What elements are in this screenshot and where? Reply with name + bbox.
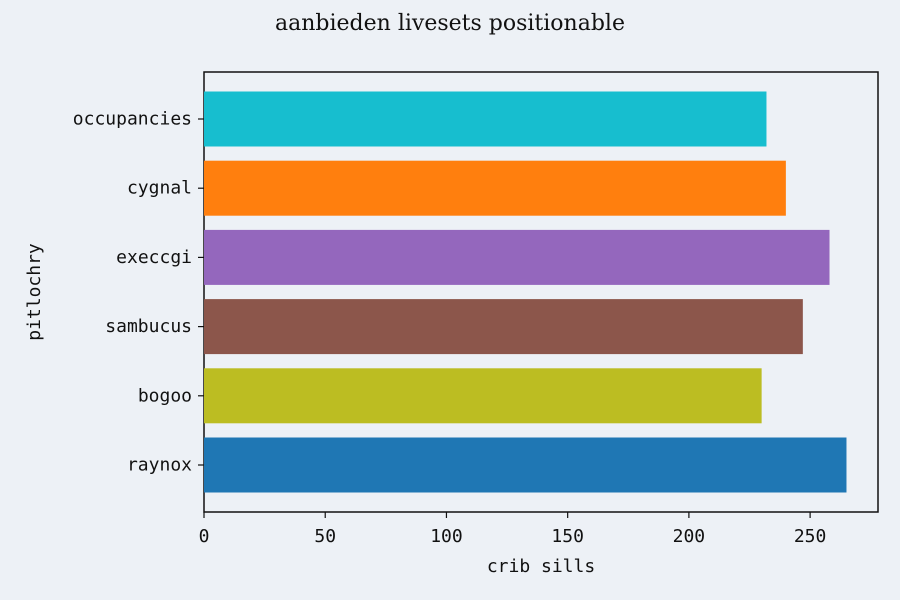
chart-title: aanbieden livesets positionable bbox=[275, 11, 625, 36]
y-tick-label: raynox bbox=[127, 455, 192, 476]
bar-execcgi bbox=[204, 229, 830, 285]
y-tick-label: sambucus bbox=[105, 316, 192, 337]
y-tick-label: cygnal bbox=[127, 178, 192, 199]
plot-area-frame bbox=[203, 71, 879, 513]
bar-occupancies bbox=[204, 91, 767, 147]
x-axis-label: crib sills bbox=[487, 556, 595, 577]
bar-sambucus bbox=[204, 299, 803, 355]
bars-group bbox=[204, 91, 847, 493]
y-tick-label: execcgi bbox=[116, 247, 192, 268]
y-tick-label: bogoo bbox=[138, 385, 192, 406]
bar-cygnal bbox=[204, 160, 786, 216]
bar-raynox bbox=[204, 437, 847, 493]
x-axis-ticks: 0 50 100 150 200 250 bbox=[199, 512, 827, 547]
x-tick-label: 50 bbox=[314, 526, 336, 547]
y-tick-label: occupancies bbox=[73, 109, 192, 130]
x-tick-label: 150 bbox=[551, 526, 584, 547]
bar-bogoo bbox=[204, 368, 762, 424]
y-axis-ticks: raynox bogoo sambucus execcgi cygnal occupanc… bbox=[73, 109, 204, 476]
y-axis-label: pitlochry bbox=[24, 243, 45, 341]
x-tick-label: 0 bbox=[199, 526, 210, 547]
x-tick-label: 250 bbox=[794, 526, 827, 547]
x-tick-label: 200 bbox=[673, 526, 706, 547]
x-tick-label: 100 bbox=[430, 526, 463, 547]
